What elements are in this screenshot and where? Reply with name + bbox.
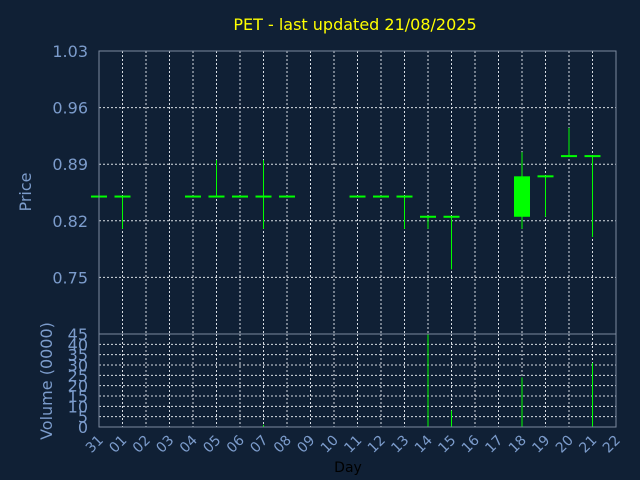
day-tick-label: 10 — [318, 433, 342, 457]
day-tick-label: 06 — [224, 432, 248, 456]
candle-body — [584, 155, 601, 158]
candle-body — [537, 175, 554, 178]
day-tick-label: 01 — [106, 433, 130, 457]
day-tick-label: 03 — [153, 433, 177, 457]
day-tick-label: 17 — [482, 433, 506, 457]
volume-grid — [98, 333, 617, 428]
candle-body — [349, 195, 366, 198]
price-tick-label: 0.75 — [52, 268, 88, 287]
volume-tick-label: 15 — [68, 387, 88, 406]
day-tick-label: 14 — [412, 432, 436, 456]
day-tick-label: 07 — [247, 433, 271, 457]
candle-body — [185, 195, 201, 198]
candle-body — [232, 195, 248, 198]
price-tick-labels: 1.03 0.96 0.89 0.82 0.75 — [52, 42, 88, 287]
volume-tick-label: 40 — [68, 335, 88, 354]
volume-tick-label: 25 — [68, 366, 88, 385]
price-tick-label: 0.96 — [52, 99, 88, 118]
x-axis-label: Day — [334, 460, 362, 476]
price-axis-label: Price — [16, 172, 35, 211]
day-tick-labels: 31 01 02 03 04 05 06 07 08 09 10 11 12 13 14 15 16 17 18 19… — [83, 432, 624, 456]
chart-title: PET - last updated 21/08/2025 — [233, 15, 476, 34]
day-tick-label: 19 — [529, 433, 553, 457]
price-grid — [98, 50, 617, 334]
candle-body — [396, 195, 413, 198]
volume-tick-label: 35 — [68, 346, 88, 365]
candle-body — [420, 215, 436, 218]
candles — [91, 127, 601, 270]
candle-body — [279, 195, 295, 198]
day-tick-label: 12 — [365, 433, 389, 457]
volume-panel-frame — [98, 333, 617, 428]
day-tick-label: 04 — [177, 432, 201, 456]
volume-tick-label: 5 — [78, 408, 88, 427]
candle-body — [443, 215, 460, 218]
day-tick-label: 15 — [435, 433, 459, 457]
candle-body — [514, 176, 530, 217]
day-tick-label: 02 — [130, 433, 154, 457]
candle-body — [255, 195, 272, 198]
day-tick-label: 09 — [294, 433, 318, 457]
candle-body — [208, 195, 225, 198]
day-tick-label: 22 — [600, 433, 624, 457]
day-tick-label: 13 — [388, 433, 412, 457]
price-tick-label: 0.89 — [52, 155, 88, 174]
day-tick-label: 16 — [459, 432, 483, 456]
candle-body — [561, 155, 577, 158]
day-tick-label: 21 — [576, 433, 600, 457]
volume-tick-label: 45 — [68, 325, 88, 344]
volume-bars — [263, 334, 593, 427]
volume-tick-label: 20 — [68, 377, 88, 396]
day-tick-label: 20 — [553, 433, 577, 457]
volume-tick-label: 0 — [78, 418, 88, 437]
volume-tick-label: 30 — [68, 356, 88, 375]
day-tick-label: 11 — [341, 433, 365, 457]
candle-body — [373, 195, 389, 198]
volume-axis-label: Volume (0000) — [37, 322, 56, 440]
price-tick-label: 0.82 — [52, 212, 88, 231]
candle-body — [114, 195, 131, 198]
volume-tick-label: 10 — [68, 397, 88, 416]
price-tick-label: 1.03 — [52, 42, 88, 61]
day-tick-label: 18 — [506, 433, 530, 457]
day-tick-label: 05 — [200, 433, 224, 457]
day-tick-label: 08 — [271, 433, 295, 457]
